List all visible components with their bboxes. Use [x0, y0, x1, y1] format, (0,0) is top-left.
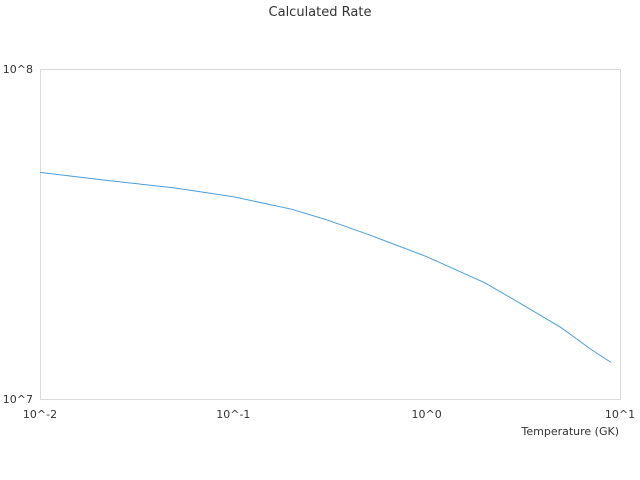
- series-group: [39, 171, 612, 363]
- chart-title: Calculated Rate: [269, 5, 372, 20]
- x-tick-label: 10^-1: [216, 408, 250, 421]
- x-tick-label: 10^1: [605, 408, 635, 421]
- plot-area: [40, 69, 621, 400]
- y-axis: 10^7 10^8: [3, 63, 33, 406]
- series-line-0: [39, 171, 612, 363]
- x-tick-label: 10^-2: [23, 408, 57, 421]
- x-axis: 10^-2 10^-1 10^0 10^1: [23, 408, 635, 421]
- x-tick-label: 10^0: [412, 408, 442, 421]
- y-tick-label: 10^8: [3, 63, 33, 76]
- y-tick-label: 10^7: [3, 393, 33, 406]
- x-axis-label: Temperature (GK): [521, 425, 620, 438]
